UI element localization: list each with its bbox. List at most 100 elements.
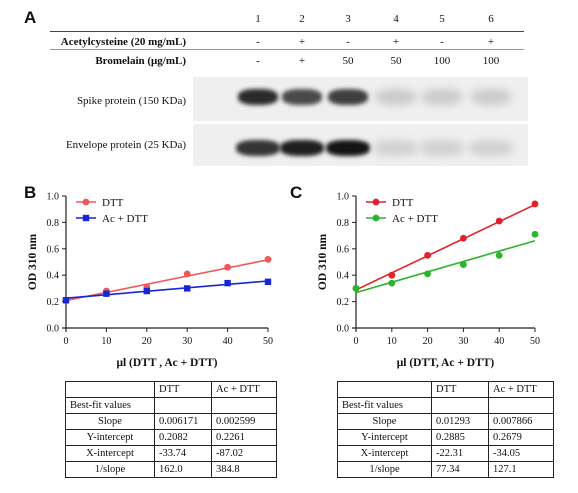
data-point <box>184 285 191 292</box>
y-tick-label: 0.2 <box>337 297 350 308</box>
gel-band <box>376 89 416 105</box>
gel-band <box>326 140 370 156</box>
table-cell <box>154 397 212 414</box>
data-point <box>103 290 110 297</box>
table-cell <box>337 381 432 398</box>
table-cell: X-intercept <box>337 445 432 462</box>
data-point <box>460 234 467 242</box>
x-tick-label: 0 <box>64 336 69 347</box>
table-cell: 0.2885 <box>431 429 489 446</box>
legend-label: DTT <box>392 197 414 209</box>
spike-band-label: Spike protein (150 KDa) <box>76 95 186 107</box>
gel-band <box>469 140 513 156</box>
data-point <box>264 278 272 285</box>
table-cell: 0.006171 <box>154 413 212 430</box>
chart-c: 0.0 0.2 0.4 0.6 0.8 1.0 0 10 20 30 40 50 μl (DTT, Ac… <box>317 192 540 370</box>
table-cell: Best-fit values <box>65 397 155 414</box>
table-cell: Slope <box>65 413 155 430</box>
fit-table-c: DTT Ac + DTT Best-fit values Slope 0.01293 0.… <box>337 381 554 478</box>
table-cell: Ac + DTT <box>488 381 554 398</box>
data-point <box>62 297 70 304</box>
table-cell: 0.2082 <box>154 429 212 446</box>
y-axis-label: OD 310 nm <box>317 233 329 290</box>
table-row: Slope 0.01293 0.007866 <box>337 413 554 430</box>
x-tick-label: 50 <box>263 336 273 347</box>
table-cell: 0.01293 <box>431 413 489 430</box>
treatment-value: 100 <box>433 55 451 67</box>
data-point <box>388 271 396 279</box>
table-cell: 0.2261 <box>211 429 277 446</box>
y-tick-label: 1.0 <box>47 192 60 203</box>
data-point <box>352 285 360 292</box>
gel-band <box>328 89 368 105</box>
y-tick-label: 0.0 <box>337 324 350 335</box>
x-tick-label: 40 <box>223 336 233 347</box>
x-tick-label: 20 <box>142 336 152 347</box>
table-cell: -33.74 <box>154 445 212 462</box>
lane-number: 5 <box>439 13 445 25</box>
gel-band <box>238 89 278 105</box>
table-row: Best-fit values <box>337 397 554 414</box>
treatment-value: - <box>346 36 350 48</box>
table-cell: DTT <box>154 381 212 398</box>
panel-c-letter: C <box>290 183 303 202</box>
table-cell: Slope <box>337 413 432 430</box>
data-point <box>460 261 467 269</box>
lane-number: 4 <box>393 13 399 25</box>
data-point <box>224 279 231 287</box>
y-axis-label: OD 310 nm <box>27 233 39 290</box>
gel-band <box>374 140 418 156</box>
western-blot-envelope <box>193 124 528 166</box>
table-cell: 0.007866 <box>488 413 554 430</box>
table-row: Y-intercept 0.2885 0.2679 <box>337 429 554 446</box>
lane-number: 1 <box>255 13 261 25</box>
x-tick-label: 10 <box>101 336 111 347</box>
table-cell: -87.02 <box>211 445 277 462</box>
fit-line-1 <box>355 239 536 294</box>
legend-label: Ac + DTT <box>392 213 438 225</box>
y-tick-label: 0.8 <box>47 218 60 229</box>
table-cell: Y-intercept <box>337 429 432 446</box>
table-cell: 77.34 <box>431 461 489 478</box>
fit-table-b: DTT Ac + DTT Best-fit values Slope 0.006171 0… <box>65 381 277 478</box>
gel-band <box>236 140 280 156</box>
x-axis-label: μl (DTT, Ac + DTT) <box>397 357 495 369</box>
table-row: X-intercept -33.74 -87.02 <box>65 445 277 462</box>
fit-line-0 <box>65 259 269 302</box>
x-tick-label: 0 <box>354 336 359 347</box>
table-header-row: DTT Ac + DTT <box>337 381 554 398</box>
gel-band <box>420 140 464 156</box>
lane-number: 3 <box>345 13 351 25</box>
table-cell: 1/slope <box>337 461 432 478</box>
table-cell: 384.8 <box>211 461 277 478</box>
gel-band <box>282 89 322 105</box>
x-tick-label: 10 <box>387 336 397 347</box>
lane-number: 2 <box>299 13 305 25</box>
y-tick-label: 0.4 <box>47 271 60 282</box>
treatment-value: + <box>392 36 400 48</box>
envelope-band-label: Envelope protein (25 KDa) <box>65 139 186 151</box>
lane-number: 6 <box>488 13 494 25</box>
table-cell: 0.002599 <box>211 413 277 430</box>
table-cell: Y-intercept <box>65 429 155 446</box>
treatment-value: 50 <box>342 55 354 67</box>
treatment-value: 50 <box>390 55 402 67</box>
table-cell: 1/slope <box>65 461 155 478</box>
data-point <box>183 270 191 278</box>
table-row: Slope 0.006171 0.002599 <box>65 413 277 430</box>
gel-band <box>471 89 511 105</box>
table-cell: 0.2679 <box>488 429 554 446</box>
y-tick-label: 0.6 <box>337 244 350 255</box>
data-point <box>224 263 232 271</box>
y-tick-label: 1.0 <box>337 192 350 203</box>
table-cell: -34.05 <box>488 445 554 462</box>
treatment-value: - <box>440 36 444 48</box>
table-row: 1/slope 162.0 384.8 <box>65 461 277 478</box>
chart-b: 0.0 0.2 0.4 0.6 0.8 1.0 0 10 20 30 40 50 μl (DTT , A… <box>27 192 273 370</box>
table-row: 1/slope 77.34 127.1 <box>337 461 554 478</box>
data-point <box>264 255 272 263</box>
panel-a-letter: A <box>24 8 37 27</box>
treatment-label: Acetylcysteine (20 mg/mL) <box>60 36 186 48</box>
treatment-label: Bromelain (μg/mL) <box>95 55 186 67</box>
legend-marker <box>82 198 90 206</box>
